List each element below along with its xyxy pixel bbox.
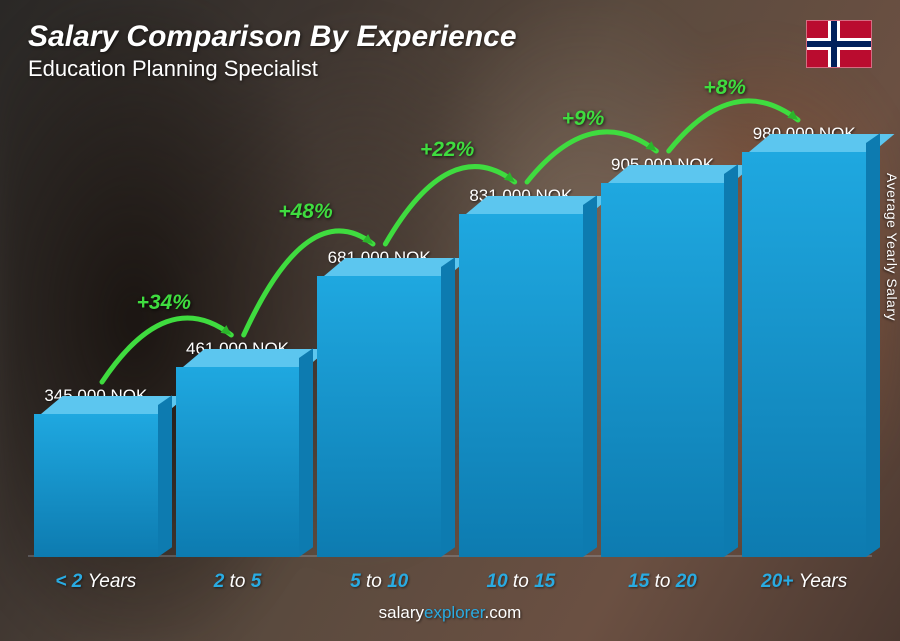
bar-3d bbox=[317, 276, 441, 557]
bar-3d bbox=[176, 367, 300, 557]
bar-3d bbox=[742, 152, 866, 557]
bar-category-label: 10 to 15 bbox=[487, 571, 556, 597]
footer-prefix: salary bbox=[379, 603, 424, 622]
bar-chart: 345,000 NOK< 2 Years461,000 NOK2 to 5681… bbox=[28, 92, 872, 597]
main-title: Salary Comparison By Experience bbox=[28, 20, 517, 54]
footer-suffix: .com bbox=[485, 603, 522, 622]
bar-category-label: 15 to 20 bbox=[628, 571, 697, 597]
header: Salary Comparison By Experience Educatio… bbox=[28, 20, 872, 82]
bar-column: 681,000 NOK5 to 10 bbox=[317, 248, 441, 597]
footer-credit: salaryexplorer.com bbox=[28, 597, 872, 625]
bar-column: 461,000 NOK2 to 5 bbox=[176, 339, 300, 597]
infographic-container: Salary Comparison By Experience Educatio… bbox=[0, 0, 900, 641]
bar-category-label: < 2 Years bbox=[55, 571, 136, 597]
bar-column: 831,000 NOK10 to 15 bbox=[459, 186, 583, 597]
bar-category-label: 2 to 5 bbox=[214, 571, 262, 597]
footer-accent: explorer bbox=[424, 603, 484, 622]
bar-3d bbox=[601, 183, 725, 557]
bar-category-label: 5 to 10 bbox=[350, 571, 408, 597]
bar-column: 345,000 NOK< 2 Years bbox=[34, 386, 158, 597]
y-axis-label: Average Yearly Salary bbox=[884, 173, 900, 321]
bar-3d bbox=[34, 414, 158, 557]
subtitle: Education Planning Specialist bbox=[28, 56, 517, 82]
bar-column: 905,000 NOK15 to 20 bbox=[601, 155, 725, 597]
bars-row: 345,000 NOK< 2 Years461,000 NOK2 to 5681… bbox=[28, 92, 872, 597]
bar-category-label: 20+ Years bbox=[761, 571, 847, 597]
bar-3d bbox=[459, 214, 583, 557]
bar-column: 980,000 NOK20+ Years bbox=[742, 124, 866, 597]
country-flag-icon bbox=[806, 20, 872, 68]
titles: Salary Comparison By Experience Educatio… bbox=[28, 20, 517, 82]
